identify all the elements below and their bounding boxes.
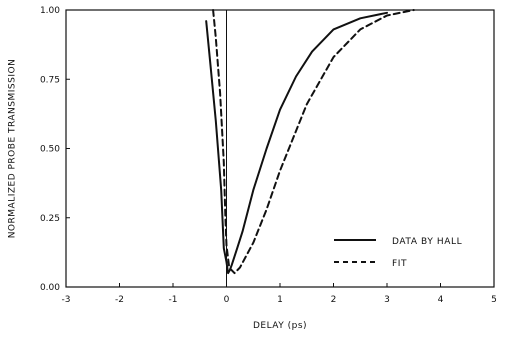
x-tick-label: 3 bbox=[384, 295, 390, 305]
y-tick-label: 1.00 bbox=[40, 6, 60, 16]
x-tick-label: -3 bbox=[62, 295, 71, 305]
x-tick-label: 4 bbox=[438, 295, 444, 305]
x-tick-label: 1 bbox=[277, 295, 283, 305]
series-line-fit bbox=[212, 9, 415, 275]
x-tick-label: -2 bbox=[115, 295, 124, 305]
y-axis: 0.00 0.25 0.50 0.75 1.00 bbox=[40, 6, 70, 293]
legend: DATA BY HALL FIT bbox=[334, 237, 462, 269]
x-tick-label: 5 bbox=[491, 295, 497, 305]
series-group bbox=[205, 9, 415, 275]
x-axis-label: DELAY (ps) bbox=[253, 321, 307, 331]
x-tick-label: 2 bbox=[331, 295, 337, 305]
y-axis-label: NORMALIZED PROBE TRANSMISSION bbox=[8, 59, 18, 239]
y-tick-label: 0.25 bbox=[40, 214, 60, 224]
series-line-data bbox=[205, 11, 388, 275]
y-tick-label: 0.00 bbox=[40, 283, 60, 293]
y-tick-label: 0.50 bbox=[40, 145, 60, 155]
x-tick-label: -1 bbox=[169, 295, 178, 305]
legend-label-fit: FIT bbox=[392, 259, 407, 269]
x-tick-label: 0 bbox=[224, 295, 230, 305]
x-axis: -3 -2 -1 0 1 2 3 4 5 bbox=[62, 283, 497, 305]
y-tick-label: 0.75 bbox=[40, 75, 60, 85]
legend-label-data: DATA BY HALL bbox=[392, 237, 462, 247]
